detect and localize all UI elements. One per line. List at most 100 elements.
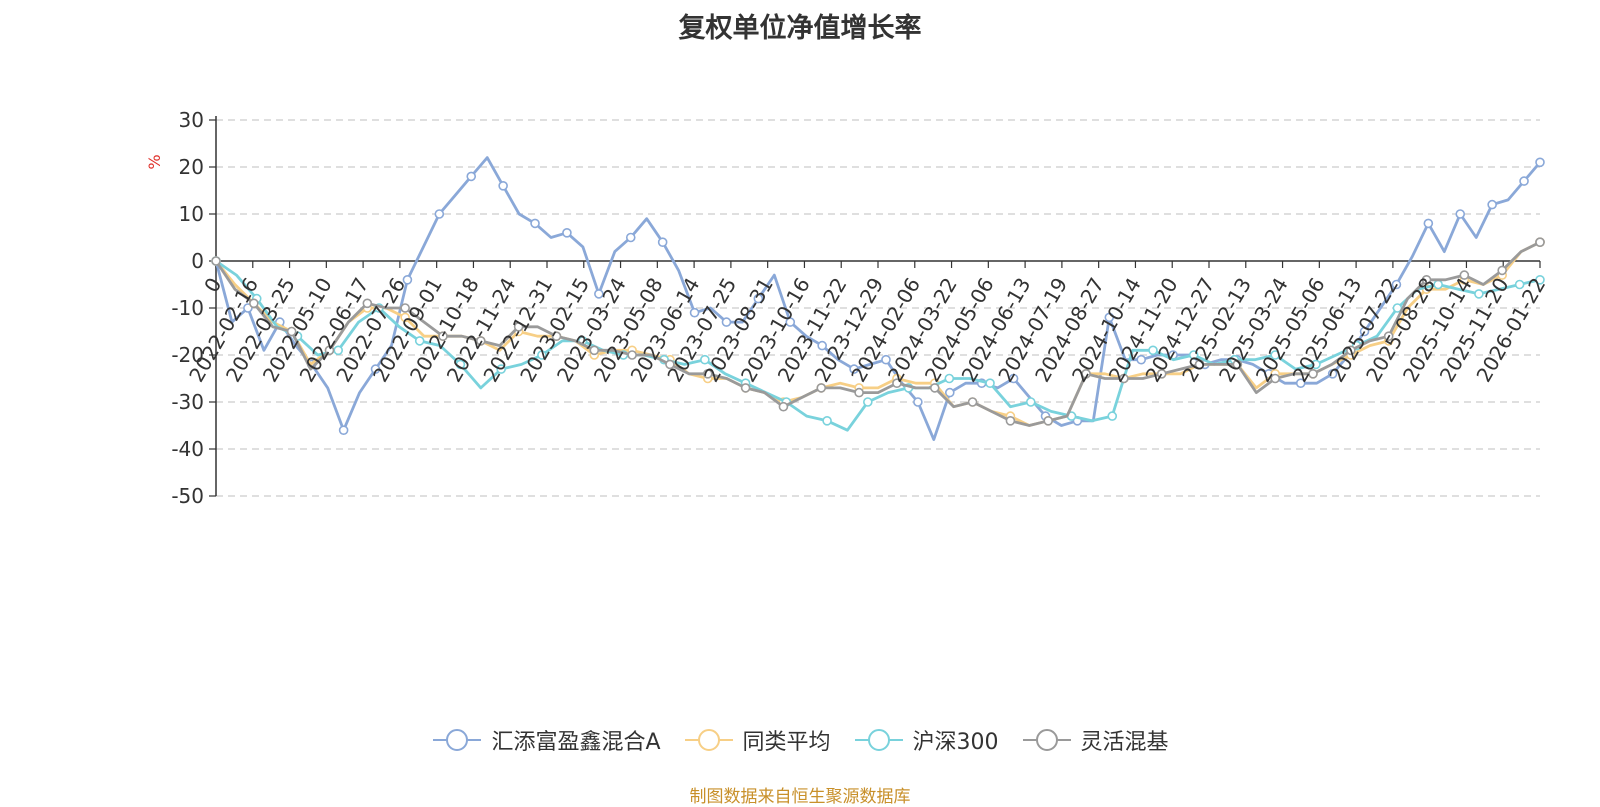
data-point — [849, 364, 859, 374]
data-point — [1136, 354, 1147, 365]
legend-label: 汇添富盈鑫混合A — [491, 730, 661, 755]
data-point — [513, 321, 524, 332]
data-point — [753, 293, 764, 304]
data-point — [400, 312, 410, 323]
y-tick-label: 0 — [191, 249, 204, 273]
data-point — [1188, 350, 1199, 360]
data-point — [721, 317, 732, 327]
data-point — [625, 232, 636, 243]
data-point — [1148, 345, 1158, 356]
data-point — [400, 303, 410, 313]
series-lines — [211, 156, 1545, 442]
data-point — [854, 387, 864, 398]
data-point — [466, 171, 477, 182]
data-point — [1514, 279, 1525, 290]
y-tick-label: -40 — [171, 437, 204, 461]
legend-marker-icon — [1022, 729, 1071, 751]
data-point — [1383, 331, 1394, 342]
data-point — [702, 368, 713, 379]
data-point — [1535, 237, 1545, 247]
legend-item-0[interactable]: 汇添富盈鑫混合A — [431, 724, 661, 756]
data-point — [1535, 274, 1545, 285]
data-point — [414, 336, 425, 346]
data-point — [530, 218, 540, 229]
data-point — [1535, 157, 1545, 168]
data-point — [1308, 368, 1318, 379]
data-point — [498, 181, 508, 191]
data-point — [1359, 326, 1370, 337]
data-point — [1421, 274, 1432, 285]
data-point — [434, 209, 445, 219]
data-point — [594, 289, 604, 299]
legend-item-3[interactable]: 灵活混基 — [1021, 724, 1169, 756]
data-point — [1104, 312, 1115, 323]
data-point — [1156, 368, 1167, 379]
data-point — [1194, 359, 1205, 370]
data-point — [881, 354, 891, 365]
data-point — [1391, 279, 1402, 290]
data-point — [1008, 373, 1019, 384]
data-point — [324, 345, 335, 356]
data-point — [913, 397, 923, 407]
legend-marker-icon — [684, 729, 733, 751]
data-point — [1311, 359, 1321, 370]
data-point — [338, 425, 349, 436]
data-point — [249, 298, 259, 309]
y-tick-label: -20 — [171, 343, 204, 367]
y-tick-label: 10 — [179, 202, 204, 226]
data-point — [1423, 218, 1434, 229]
data-point — [1081, 368, 1091, 379]
data-point — [1270, 373, 1280, 384]
legend-item-1[interactable]: 同类平均 — [683, 724, 831, 756]
data-point — [665, 359, 675, 370]
data-point — [1487, 199, 1497, 210]
legend-label: 同类平均 — [742, 730, 831, 755]
series-line-3 — [214, 240, 1541, 427]
data-point — [438, 331, 448, 342]
data-point — [778, 401, 789, 412]
legend-marker-icon — [854, 729, 903, 751]
legend-item-2[interactable]: 沪深300 — [853, 724, 999, 756]
y-tick-label: -50 — [171, 484, 204, 508]
data-point — [740, 383, 751, 393]
legend-label: 沪深300 — [912, 730, 999, 755]
y-tick-label: -30 — [171, 390, 204, 414]
legend-label: 灵活混基 — [1080, 730, 1169, 755]
data-point — [1005, 415, 1016, 426]
data-point — [1474, 289, 1484, 299]
data-point — [455, 359, 466, 370]
data-point — [1232, 359, 1243, 370]
data-point — [286, 326, 297, 337]
data-point — [1295, 378, 1306, 389]
data-point — [1327, 368, 1338, 379]
data-point — [1497, 265, 1507, 276]
data-point — [700, 354, 710, 365]
data-point — [985, 378, 995, 389]
axis-labels: 3020100-10-20-30-40-50%02022-02-162022-0… — [145, 108, 1550, 508]
data-point — [1025, 397, 1036, 407]
data-point — [929, 383, 940, 393]
chart-title: 复权单位净值增长率 — [678, 13, 922, 44]
x-tick-label: 0 — [199, 274, 226, 297]
data-point — [1346, 345, 1356, 356]
data-point — [967, 397, 978, 407]
legend-marker-icon — [433, 729, 482, 751]
data-point — [627, 350, 637, 360]
data-point — [785, 317, 796, 327]
data-point — [402, 274, 413, 285]
data-point — [370, 364, 381, 374]
data-point — [1519, 176, 1529, 186]
data-point — [1107, 411, 1118, 421]
data-point — [944, 387, 955, 398]
data-point — [362, 298, 373, 309]
source-note: 制图数据来自恒生聚源数据库 — [689, 787, 911, 807]
data-point — [496, 364, 506, 374]
data-point — [562, 228, 572, 238]
data-point — [475, 336, 486, 346]
data-point — [817, 340, 827, 351]
y-tick-label: -10 — [171, 296, 204, 320]
data-point — [822, 415, 832, 426]
data-point — [1459, 270, 1470, 280]
data-point — [1455, 209, 1466, 219]
